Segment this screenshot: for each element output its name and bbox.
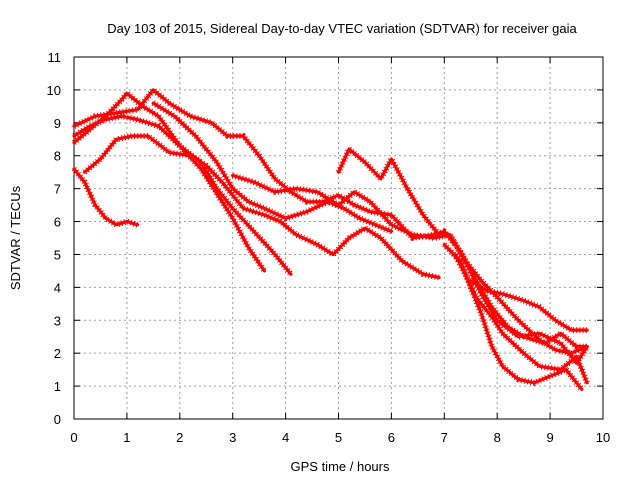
series-markers-sat-a (71, 167, 139, 228)
x-tick-label: 3 (229, 430, 236, 445)
series-line-sat-b (72, 114, 266, 273)
series-line-sat-d (72, 88, 457, 247)
x-axis-label: GPS time / hours (291, 459, 390, 474)
x-tick-label: 6 (388, 430, 395, 445)
x-tick-label: 4 (282, 430, 289, 445)
y-tick-label: 3 (54, 313, 61, 328)
x-tick-label: 9 (546, 430, 553, 445)
x-tick-label: 0 (70, 430, 77, 445)
series-markers-sat-b (72, 113, 267, 273)
x-tick-label: 1 (123, 430, 130, 445)
y-tick-label: 1 (54, 379, 61, 394)
series-group (71, 86, 590, 392)
series-line-sat-k (469, 279, 589, 332)
y-tick-label: 10 (47, 83, 61, 98)
x-tick-label: 2 (176, 430, 183, 445)
y-tick-label: 11 (48, 50, 62, 65)
series-line-sat-f (151, 101, 393, 233)
series-markers-sat-e (82, 133, 440, 281)
y-tick-label: 5 (54, 247, 61, 262)
y-tick-label: 0 (54, 412, 61, 427)
y-tick-label: 6 (54, 215, 61, 230)
y-tick-label: 2 (54, 346, 61, 361)
x-tick-label: 10 (596, 430, 610, 445)
x-tick-label: 5 (335, 430, 342, 445)
x-tick-label: 8 (494, 430, 501, 445)
y-tick-label: 7 (54, 182, 61, 197)
y-tick-label: 9 (54, 116, 61, 131)
chart-title: Day 103 of 2015, Sidereal Day-to-day VTE… (107, 21, 577, 36)
y-tick-label: 8 (54, 149, 61, 164)
series-line-sat-j (453, 252, 589, 385)
axis-ticks: 0 1 2 3 4 5 6 7 8 9 10 0 1 2 3 4 5 6 7 8 9 10 11 (47, 50, 611, 445)
y-axis-label: SDTVAR / TECUs (8, 185, 23, 290)
series-markers-sat-h (335, 146, 590, 367)
y-tick-label: 4 (54, 280, 61, 295)
x-tick-label: 7 (441, 430, 448, 445)
series-markers-sat-g (231, 172, 589, 357)
series-line-sat-l (458, 249, 589, 349)
